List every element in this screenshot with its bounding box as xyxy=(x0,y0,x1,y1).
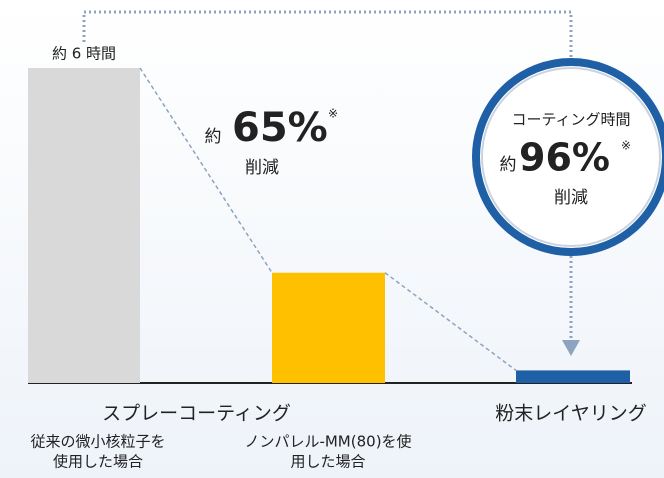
annotation-note: ※ xyxy=(328,107,338,121)
bar xyxy=(272,272,385,383)
annotation-value: 65% xyxy=(232,105,328,151)
group-label: スプレーコーティング xyxy=(102,403,291,425)
sub-category-label: 使用した場合 xyxy=(53,453,143,471)
highlight-ring xyxy=(481,67,661,247)
arrow-head xyxy=(562,340,580,356)
annotation-value: 96% xyxy=(519,136,610,180)
bar xyxy=(28,68,140,383)
bracket xyxy=(82,10,573,58)
bar xyxy=(516,370,630,383)
connector xyxy=(139,67,273,274)
annotation-prefix: 約 xyxy=(500,155,517,175)
annotation-suffix: 削減 xyxy=(554,188,588,208)
annotation-prefix: 約 xyxy=(205,127,222,147)
annotation-heading: コーティング時間 xyxy=(511,111,630,129)
sub-category-label: 従来の微小核粒子を xyxy=(30,433,165,451)
connector xyxy=(384,272,517,372)
sub-category-label: ノンパレル-MM(80)を使 xyxy=(244,433,411,451)
value-label: 約 6 時間 xyxy=(52,45,116,63)
highlight-circle xyxy=(472,58,664,256)
category-label: 粉末レイヤリング xyxy=(495,403,646,425)
annotation-note: ※ xyxy=(621,139,631,153)
sub-category-label: 用した場合 xyxy=(290,453,365,471)
annotation-suffix: 削減 xyxy=(245,158,279,178)
